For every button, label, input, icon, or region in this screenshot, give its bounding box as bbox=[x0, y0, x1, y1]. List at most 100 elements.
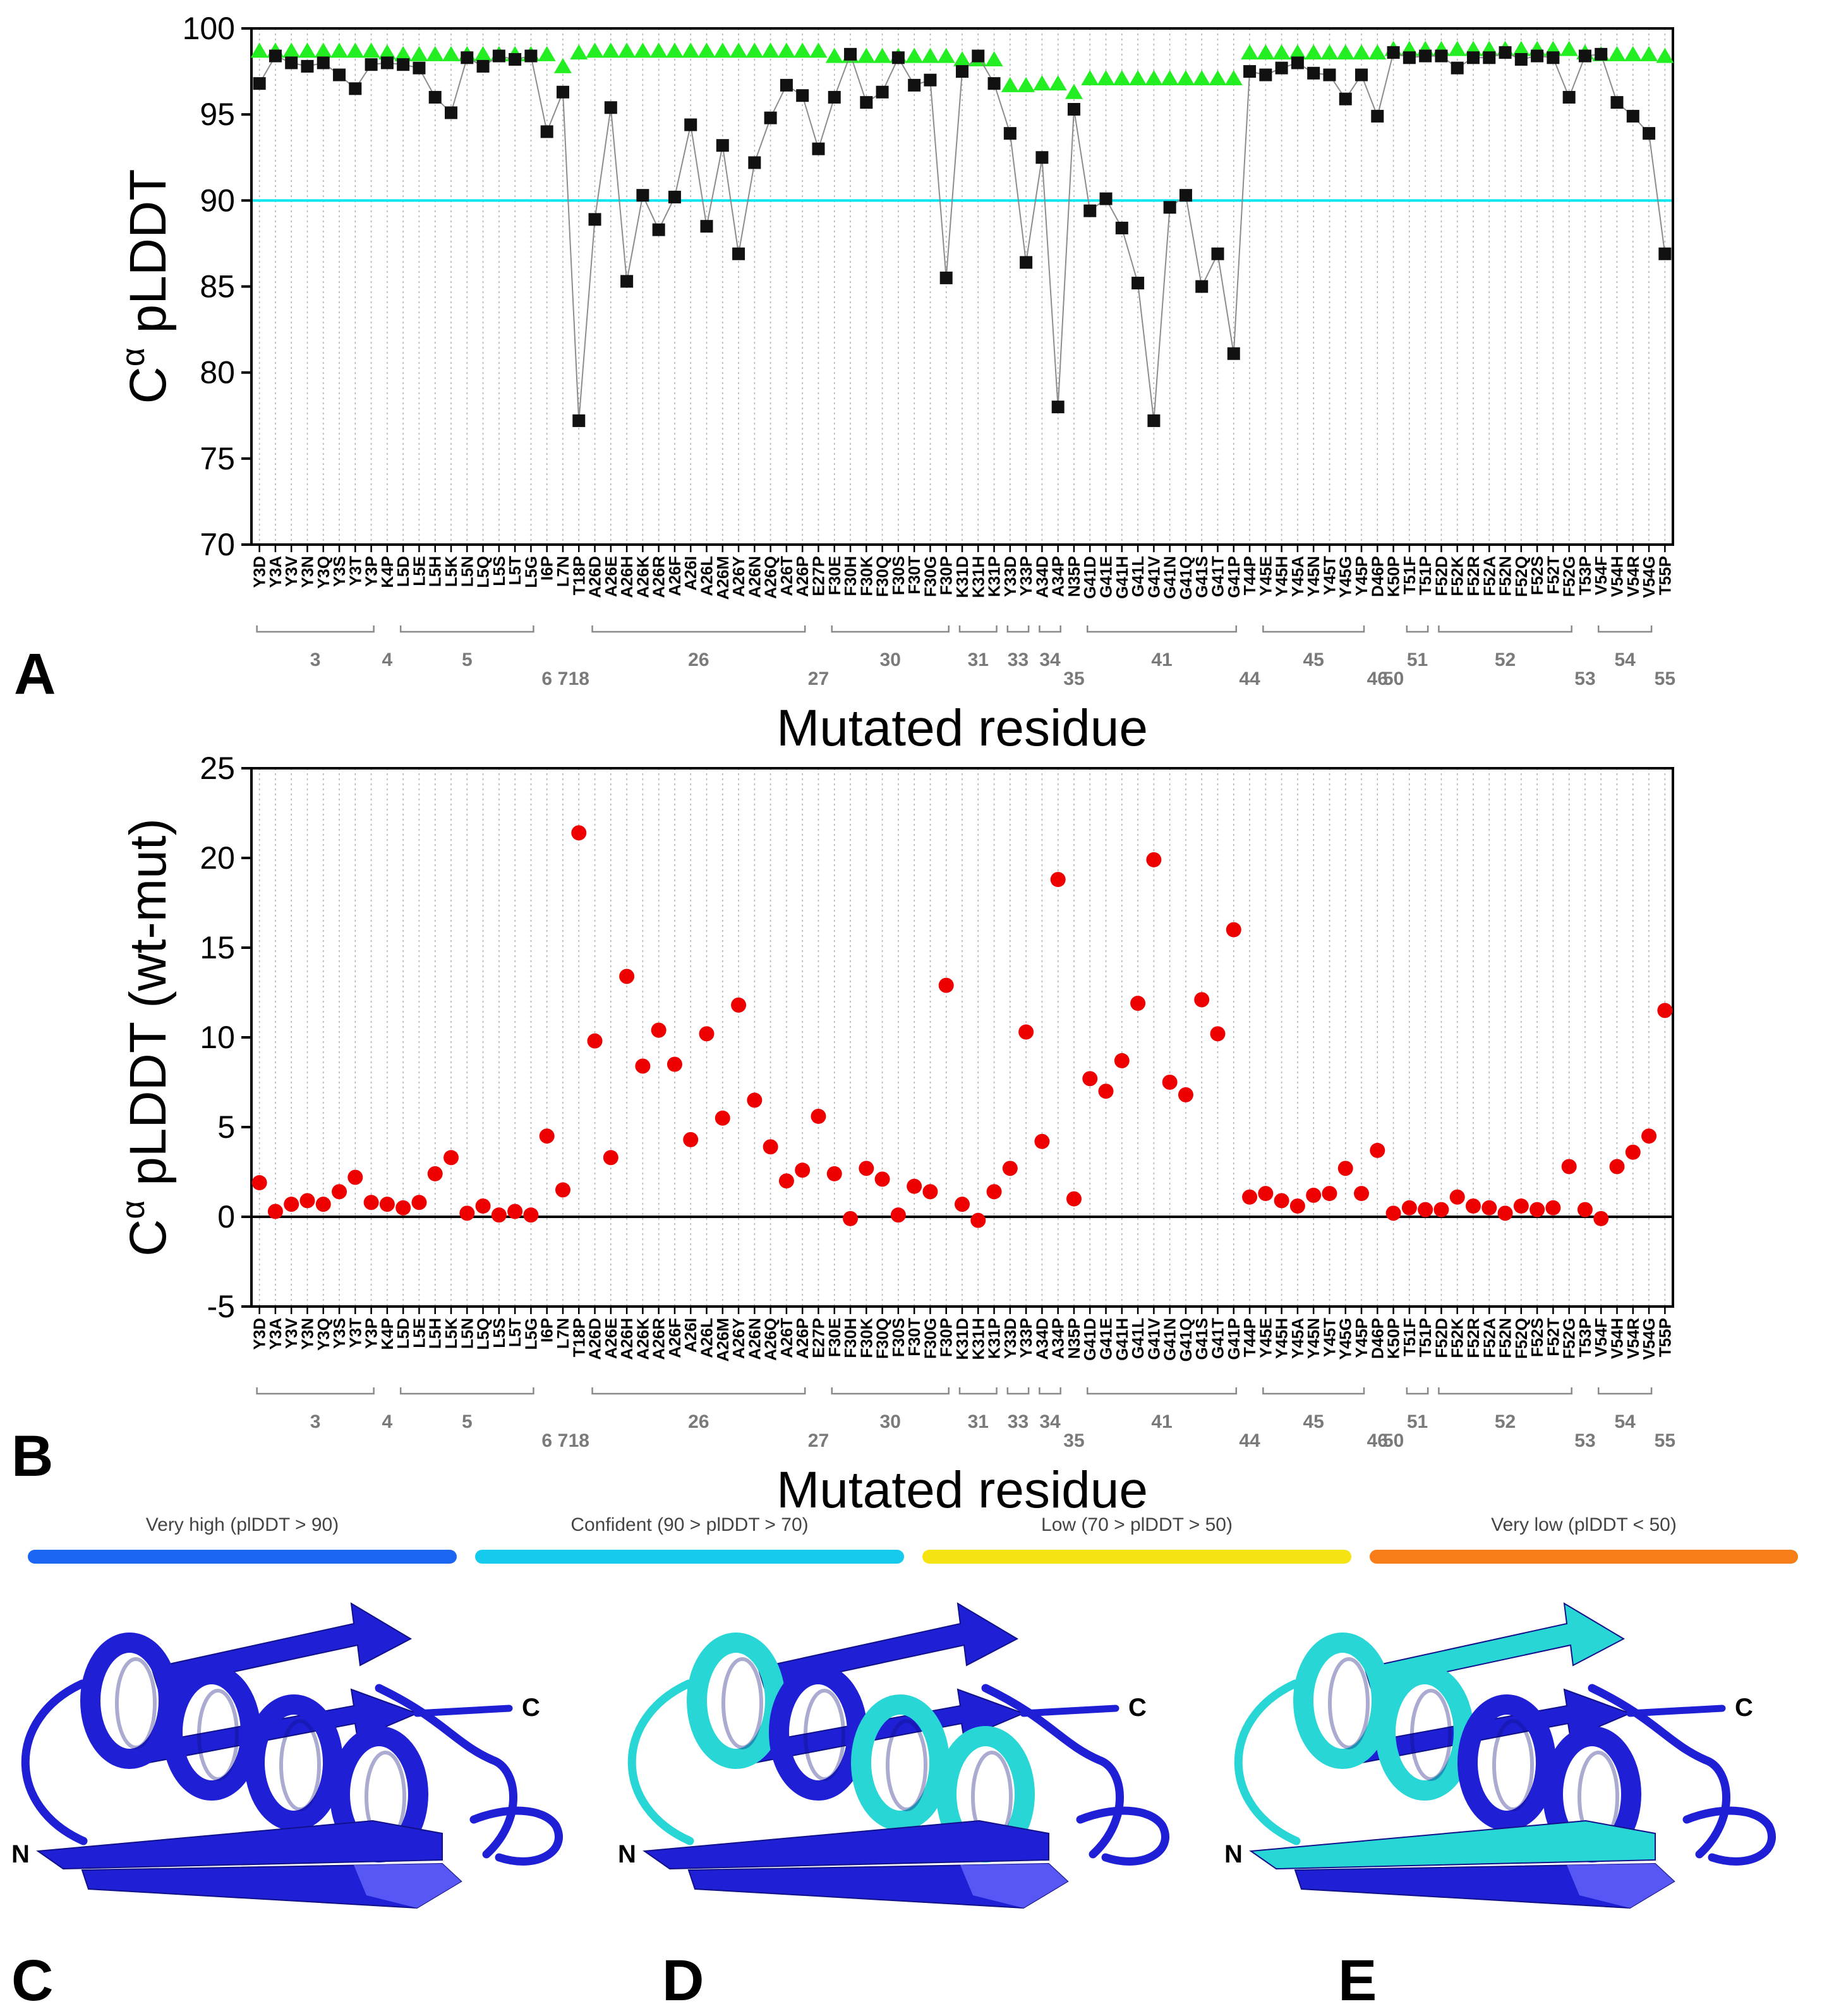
difference-marker bbox=[1418, 1202, 1433, 1217]
difference-marker bbox=[699, 1026, 715, 1042]
x-tick-label: G41Q bbox=[1176, 1318, 1195, 1361]
x-tick-label: Y3S bbox=[330, 1318, 349, 1349]
alpha-helix-3-shade bbox=[1492, 1719, 1534, 1811]
wt-marker bbox=[1017, 76, 1035, 92]
alpha-helix-3 bbox=[244, 1694, 343, 1831]
group-label: 5 bbox=[462, 1411, 473, 1432]
group-label: 52 bbox=[1495, 1411, 1516, 1432]
x-tick-label: K31H bbox=[968, 1318, 987, 1360]
legend-label: Low (70 > plDDT > 50) bbox=[1041, 1514, 1233, 1535]
wt-marker bbox=[1353, 44, 1371, 60]
wt-marker bbox=[538, 45, 556, 61]
mutant-marker bbox=[1020, 256, 1033, 269]
mutant-marker bbox=[812, 142, 825, 155]
y-axis-title-rest: pLDDT bbox=[119, 169, 177, 348]
x-tick-label: F52K bbox=[1448, 1318, 1467, 1358]
wt-marker bbox=[330, 42, 349, 58]
group-label: 6 bbox=[541, 668, 552, 689]
beta-strand-highlight bbox=[1567, 1864, 1674, 1908]
difference-marker bbox=[1433, 1202, 1449, 1217]
x-tick-label: G41Q bbox=[1176, 556, 1195, 600]
difference-marker bbox=[859, 1161, 874, 1176]
difference-marker bbox=[907, 1178, 922, 1194]
y-tick-label: 20 bbox=[200, 840, 235, 876]
beta-strand-lower bbox=[1249, 1820, 1656, 1870]
x-tick-label: G41V bbox=[1144, 1317, 1163, 1360]
y-axis-title: Cα pLDDT bbox=[115, 169, 177, 404]
c-terminal-tail bbox=[1020, 1705, 1119, 1717]
difference-marker bbox=[1098, 1083, 1114, 1099]
group-bracket bbox=[1438, 1387, 1572, 1395]
wt-marker bbox=[745, 42, 764, 58]
x-tick-label: F30P bbox=[937, 1318, 956, 1357]
y-axis-title: Cα pLDDT (wt-mut) bbox=[115, 818, 177, 1257]
difference-marker bbox=[1082, 1071, 1098, 1087]
mutant-marker bbox=[461, 51, 474, 64]
x-tick-label: T44P bbox=[1240, 1318, 1259, 1357]
wt-marker bbox=[1224, 69, 1243, 85]
alpha-helix-3-shade bbox=[279, 1719, 321, 1811]
x-tick-label: T55P bbox=[1655, 1318, 1674, 1357]
mutant-marker bbox=[1610, 96, 1624, 109]
mutant-marker bbox=[1083, 204, 1097, 217]
x-tick-label: F30G bbox=[920, 556, 939, 597]
group-label: 5 bbox=[462, 649, 473, 670]
x-tick-label: Y45T bbox=[1320, 556, 1339, 595]
wt-marker bbox=[873, 47, 891, 63]
x-tick-label: A26E bbox=[601, 556, 620, 597]
difference-marker bbox=[1561, 1159, 1577, 1174]
wt-marker bbox=[1656, 47, 1674, 63]
difference-marker bbox=[1289, 1198, 1305, 1214]
wt-marker bbox=[1097, 69, 1115, 85]
mutant-marker bbox=[524, 49, 538, 63]
alpha-helix-1-shade bbox=[1328, 1657, 1370, 1749]
wt-marker bbox=[586, 42, 604, 58]
difference-marker bbox=[1593, 1210, 1609, 1226]
x-tick-label: T51F bbox=[1400, 1318, 1419, 1356]
group-label: 45 bbox=[1303, 649, 1324, 670]
panel-label-d: D bbox=[662, 1948, 704, 2013]
structure-panel-d: NC bbox=[618, 1602, 1169, 1909]
beta-strand-highlight bbox=[354, 1864, 461, 1908]
x-tick-label: A26D bbox=[586, 556, 605, 598]
wt-marker bbox=[1081, 69, 1099, 85]
x-tick-label: F52G bbox=[1560, 1318, 1579, 1359]
difference-marker bbox=[1146, 852, 1162, 867]
x-tick-label: A26I bbox=[681, 556, 700, 591]
wt-marker bbox=[1305, 44, 1323, 60]
x-tick-label: Y45N bbox=[1304, 1318, 1323, 1359]
mutant-marker bbox=[1435, 49, 1448, 63]
x-tick-label: L5D bbox=[394, 556, 413, 587]
mutant-marker bbox=[365, 58, 378, 71]
x-tick-label: L5E bbox=[409, 556, 428, 586]
x-tick-label: G41V bbox=[1144, 555, 1163, 598]
difference-marker bbox=[795, 1162, 811, 1178]
x-tick-label: K31D bbox=[953, 556, 972, 598]
difference-marker bbox=[475, 1198, 491, 1214]
group-bracket bbox=[1597, 1387, 1653, 1395]
mutant-marker bbox=[428, 90, 442, 104]
mutant-marker bbox=[1371, 109, 1384, 123]
difference-marker bbox=[299, 1193, 315, 1209]
group-bracket bbox=[958, 625, 998, 633]
difference-marker bbox=[1577, 1202, 1593, 1217]
x-tick-label: Y45P bbox=[1352, 556, 1371, 596]
group-label: 44 bbox=[1239, 1430, 1260, 1451]
group-label: 55 bbox=[1655, 668, 1675, 689]
x-tick-label: Y3T bbox=[346, 556, 365, 586]
wt-marker bbox=[410, 45, 428, 61]
wt-marker bbox=[1624, 45, 1642, 61]
wt-marker bbox=[857, 47, 876, 63]
x-tick-label: F30K bbox=[857, 1318, 876, 1358]
x-tick-label: V54G bbox=[1639, 556, 1658, 598]
x-tick-label: L5H bbox=[426, 1318, 445, 1349]
x-tick-label: K4P bbox=[378, 556, 397, 588]
x-tick-label: Y45E bbox=[1256, 556, 1275, 596]
mutant-marker bbox=[828, 90, 841, 104]
beta-strand-highlight bbox=[960, 1864, 1068, 1908]
difference-marker bbox=[251, 1175, 267, 1191]
beta-strand-lower bbox=[643, 1820, 1049, 1870]
x-tick-label: A26H bbox=[617, 1318, 636, 1360]
difference-marker bbox=[811, 1108, 826, 1124]
mutant-marker bbox=[1531, 49, 1544, 63]
